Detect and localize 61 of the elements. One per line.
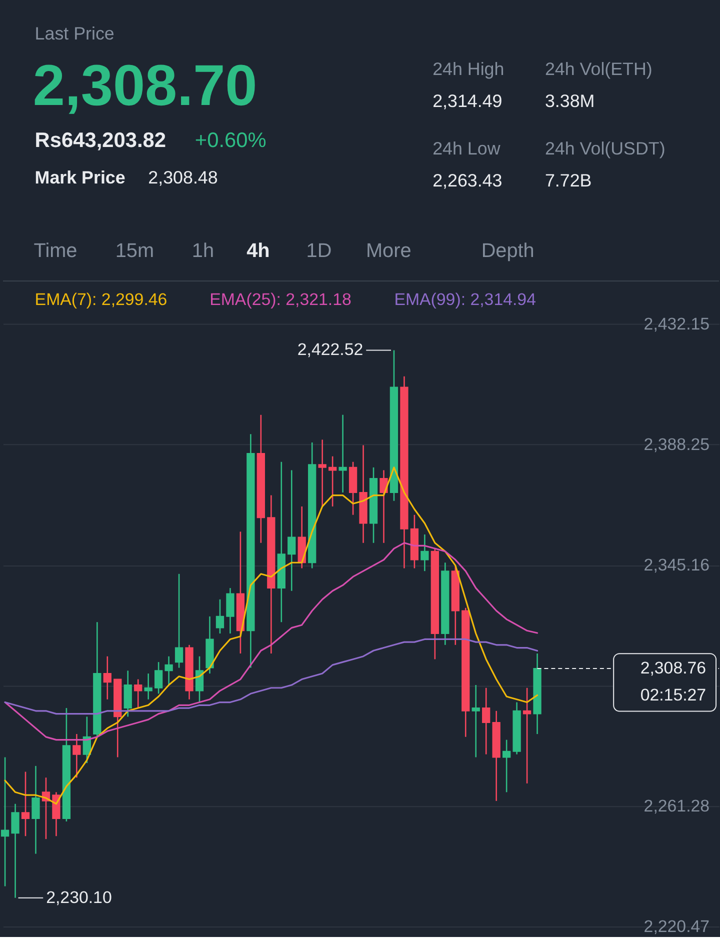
text: 24h Vol(ETH) xyxy=(544,59,652,80)
text: More xyxy=(366,240,412,262)
candlestick xyxy=(154,661,163,694)
annotation: 2,422.52 xyxy=(297,340,364,360)
y-tick-label: 2,261.28 xyxy=(644,796,710,816)
text: EMA(99): 2,314.94 xyxy=(394,290,536,309)
y-tick-label: 2,220.47 xyxy=(644,916,710,936)
text: EMA(7): 2,299.46 xyxy=(34,290,168,309)
text: 24h Low xyxy=(432,138,500,159)
candlestick xyxy=(144,672,152,700)
candlestick xyxy=(522,687,532,784)
annotation: 2,230.10 xyxy=(46,888,112,907)
text: 15m xyxy=(115,240,154,262)
text: 7.72B xyxy=(544,170,592,191)
candlestick xyxy=(52,792,60,837)
candlestick xyxy=(226,587,234,634)
text: Last Price xyxy=(34,23,114,44)
candlestick xyxy=(124,670,132,718)
text: 2,308.48 xyxy=(148,168,218,188)
y-tick-label: 2,345.16 xyxy=(644,555,710,574)
candlestick xyxy=(0,756,10,887)
candlestick xyxy=(21,771,30,837)
text: 3.38M xyxy=(544,91,595,112)
text: 4h xyxy=(246,240,270,262)
candlestick xyxy=(328,456,337,508)
candlestick xyxy=(318,439,326,508)
candlestick xyxy=(502,739,511,793)
candlestick xyxy=(482,687,490,755)
candlestick xyxy=(420,534,429,572)
text: 2,314.49 xyxy=(432,91,502,112)
candlestick xyxy=(195,656,204,703)
candlestick xyxy=(288,470,296,592)
text: 2,308.70 xyxy=(32,54,258,118)
candlestick xyxy=(338,414,347,494)
candlestick xyxy=(216,598,224,634)
candlestick xyxy=(164,656,173,686)
text: Time xyxy=(34,240,78,262)
ref-line-label: 2,308.76 xyxy=(640,658,706,678)
line-series xyxy=(4,638,538,715)
candlestick xyxy=(11,803,20,898)
text: EMA(25): 2,321.18 xyxy=(210,290,352,309)
text: Rs643,203.82 xyxy=(34,128,166,152)
text: Mark Price xyxy=(34,168,126,188)
candlestick xyxy=(32,765,40,854)
text: +0.60% xyxy=(194,128,266,152)
text: 1D xyxy=(306,240,332,262)
candlestick xyxy=(174,573,184,668)
candlestick xyxy=(380,470,388,544)
text: 24h High xyxy=(432,59,504,80)
candlestick xyxy=(472,684,480,758)
candlestick xyxy=(103,656,112,700)
text: 1h xyxy=(192,240,214,262)
candlestick xyxy=(72,733,81,778)
text: 02:15:27 xyxy=(640,685,706,704)
line-series xyxy=(4,466,538,805)
y-tick-label: 2,432.15 xyxy=(644,314,710,334)
text: Depth xyxy=(481,240,534,262)
candlestick xyxy=(134,678,142,709)
y-tick-label: 2,388.25 xyxy=(644,434,710,454)
text: 2,263.43 xyxy=(432,170,502,191)
text: 24h Vol(USDT) xyxy=(544,138,666,159)
